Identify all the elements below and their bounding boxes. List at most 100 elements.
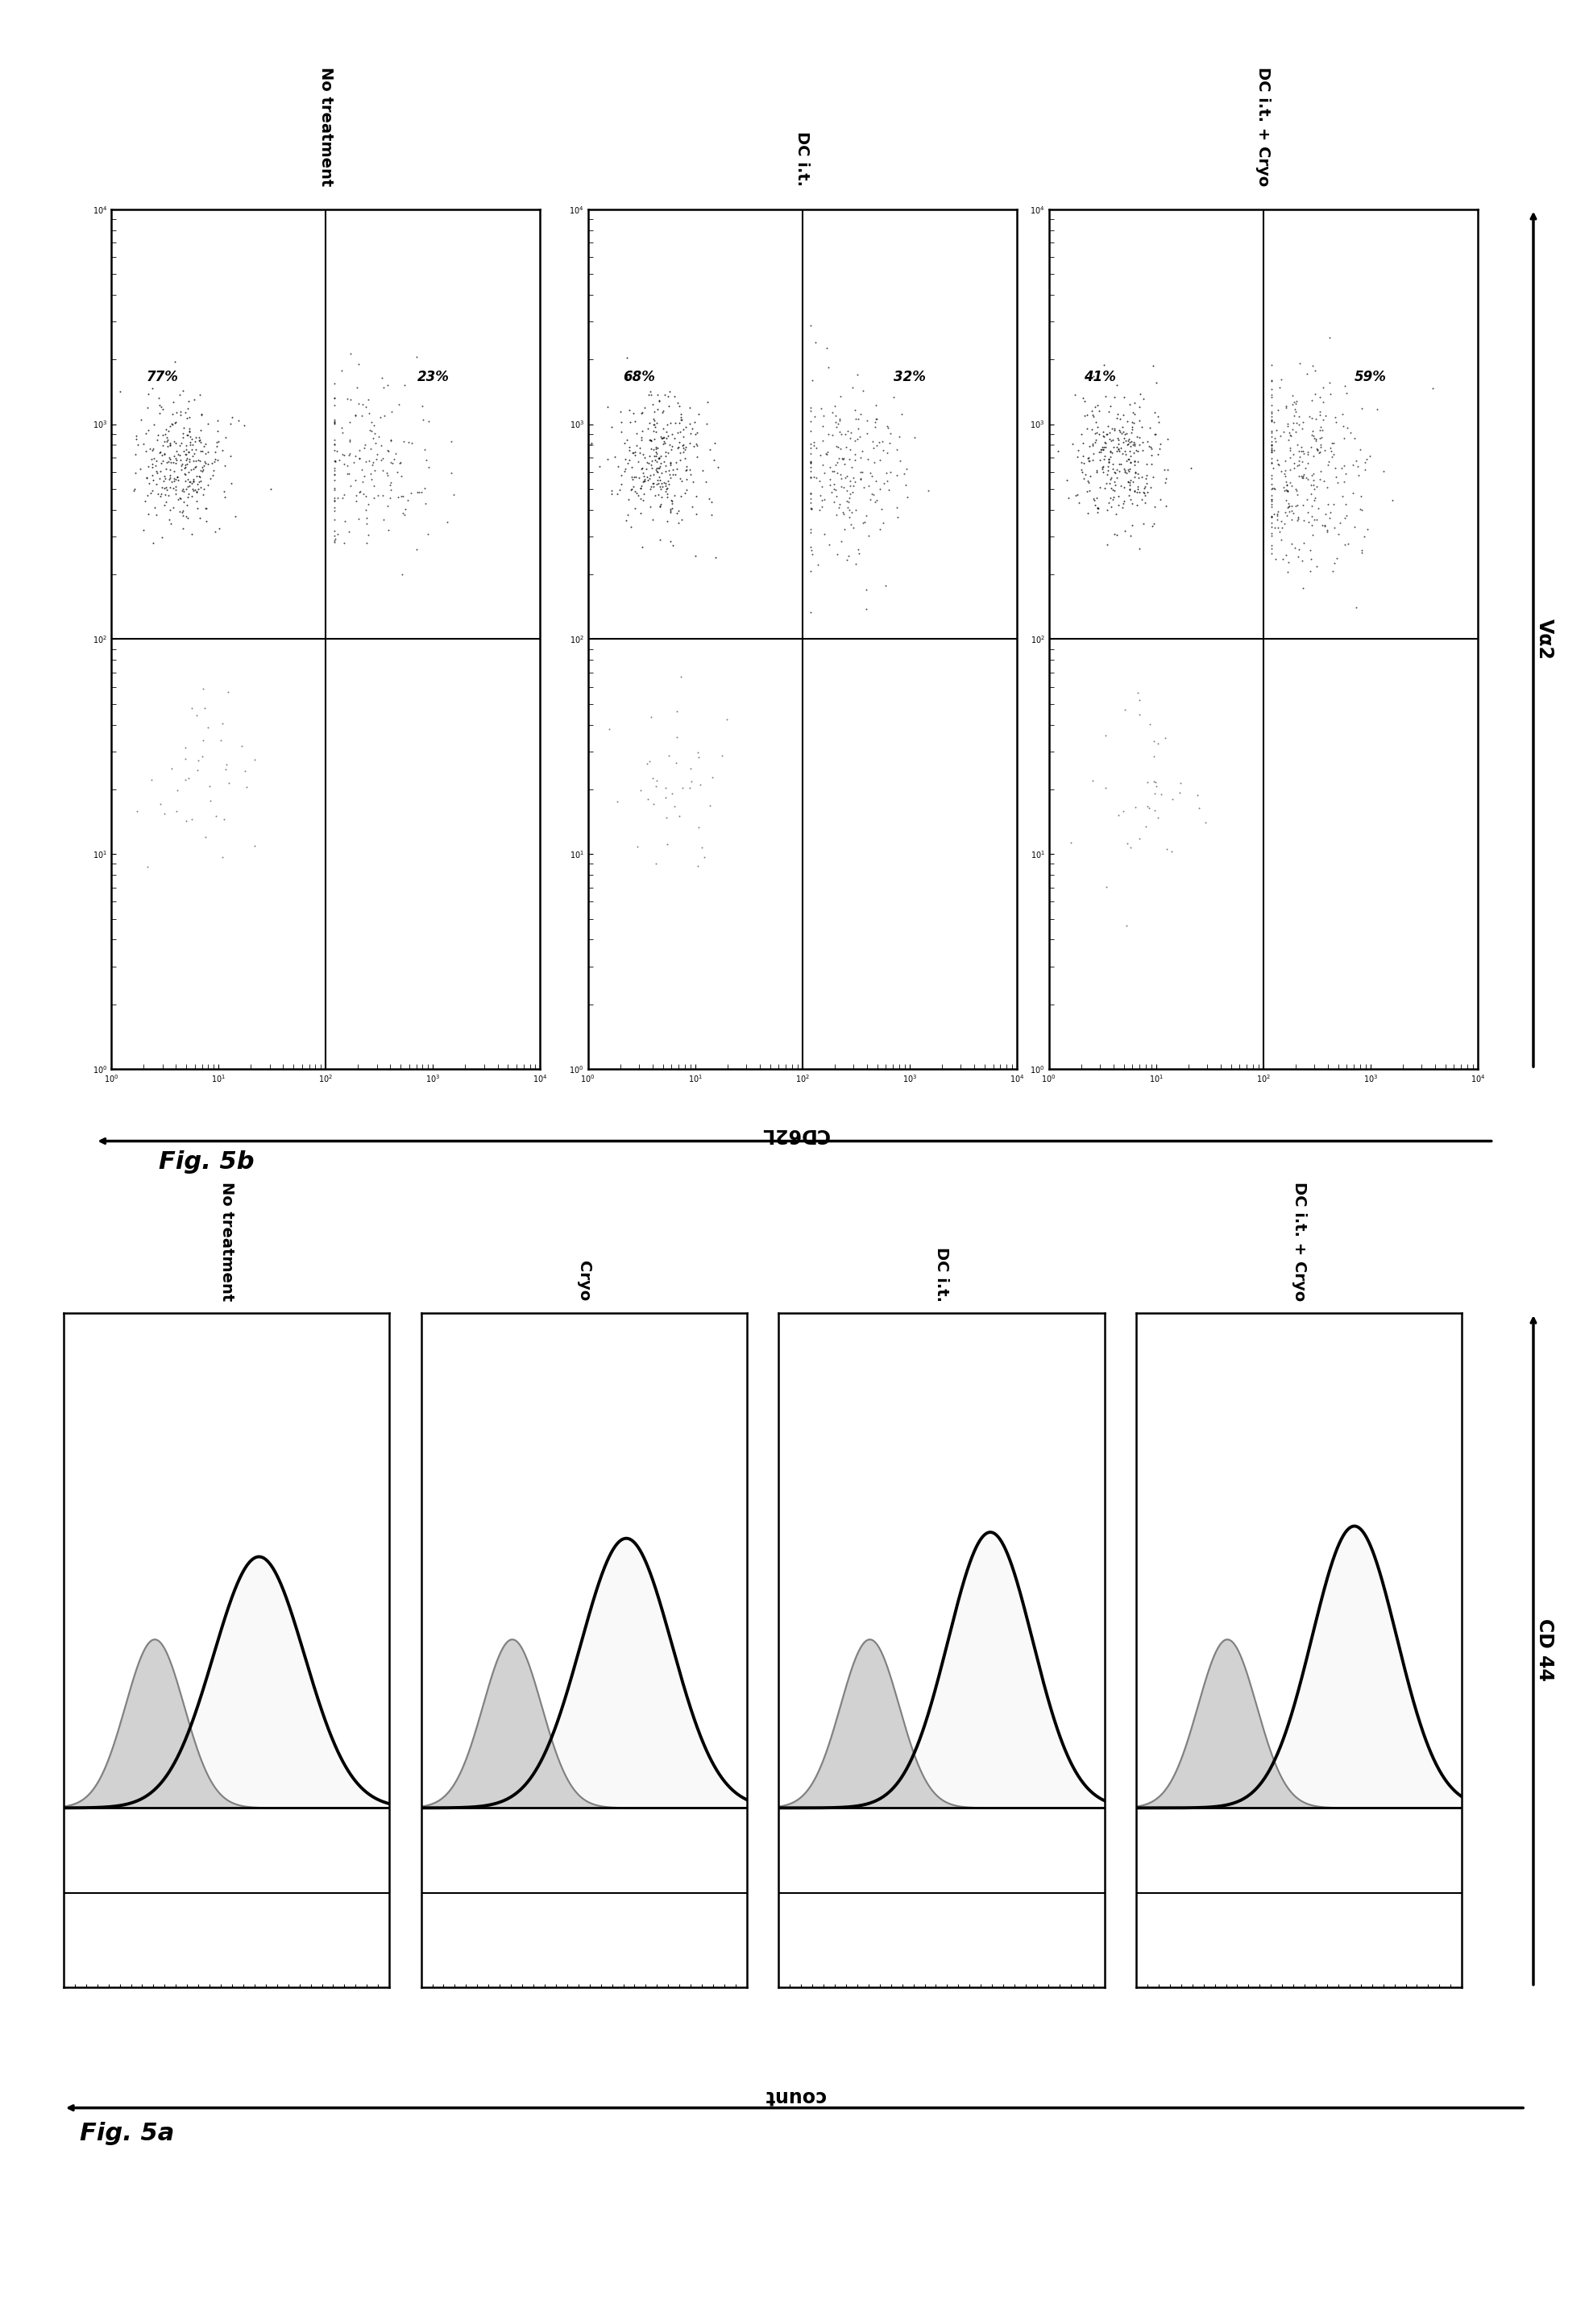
Point xyxy=(869,490,895,528)
Point xyxy=(1298,539,1324,576)
Point xyxy=(157,451,183,488)
Point xyxy=(176,414,202,451)
Point xyxy=(634,744,659,781)
Point xyxy=(825,444,850,481)
Point xyxy=(802,323,828,360)
Point xyxy=(810,397,836,435)
Point xyxy=(222,497,248,535)
Point xyxy=(655,469,680,507)
Point xyxy=(1317,493,1343,530)
Point xyxy=(353,388,378,425)
Point xyxy=(647,488,672,525)
Point xyxy=(1135,423,1160,460)
Point xyxy=(1357,437,1382,474)
Point xyxy=(153,469,178,507)
Point xyxy=(1262,509,1287,546)
Point xyxy=(1289,444,1314,481)
Point xyxy=(180,425,205,462)
Point xyxy=(385,453,410,490)
Point xyxy=(386,386,412,423)
Point xyxy=(1068,416,1093,453)
Point xyxy=(636,444,661,481)
Point xyxy=(321,456,346,493)
Point xyxy=(1076,495,1101,532)
Point xyxy=(1333,497,1359,535)
Point xyxy=(637,469,663,507)
Point xyxy=(189,397,215,435)
Point xyxy=(626,430,651,467)
Point xyxy=(1290,404,1316,442)
Point xyxy=(1096,393,1122,430)
Point xyxy=(1154,460,1179,497)
Point xyxy=(1139,507,1165,544)
Point xyxy=(1282,530,1308,567)
Point xyxy=(855,439,880,476)
Text: CD62L: CD62L xyxy=(761,1125,828,1143)
Point xyxy=(1273,451,1298,488)
Point xyxy=(361,467,386,504)
Point xyxy=(1311,383,1336,421)
Point xyxy=(189,449,215,486)
Point xyxy=(1319,432,1344,469)
Point xyxy=(799,490,825,528)
Point xyxy=(629,451,655,488)
Point xyxy=(1127,697,1152,734)
Point xyxy=(1066,483,1092,521)
Point xyxy=(1258,418,1284,456)
Point xyxy=(188,421,213,458)
Point xyxy=(213,418,238,456)
Point xyxy=(1090,428,1115,465)
Point xyxy=(1152,720,1177,758)
Point xyxy=(1095,490,1120,528)
Point xyxy=(812,453,837,490)
Point xyxy=(1092,469,1117,507)
Point xyxy=(849,439,874,476)
Point xyxy=(798,444,823,481)
Point xyxy=(129,402,154,439)
Point xyxy=(1278,432,1303,469)
Point xyxy=(1276,544,1301,581)
Point xyxy=(183,449,208,486)
Point xyxy=(858,474,883,511)
Point xyxy=(1303,400,1328,437)
Point xyxy=(324,516,350,553)
Point xyxy=(188,500,213,537)
Point xyxy=(162,460,188,497)
Point xyxy=(640,400,666,437)
Point xyxy=(634,458,659,495)
Point xyxy=(648,418,674,456)
Point xyxy=(191,451,216,488)
Point xyxy=(1349,532,1374,569)
Point xyxy=(369,360,394,397)
Point xyxy=(636,781,661,818)
Point xyxy=(1123,432,1149,469)
Point xyxy=(1292,435,1317,472)
Point xyxy=(893,467,918,504)
Point xyxy=(644,430,669,467)
Point xyxy=(207,511,232,548)
Point xyxy=(378,472,404,509)
Point xyxy=(599,476,624,514)
Point xyxy=(822,483,847,521)
Text: count: count xyxy=(764,2087,825,2106)
Point xyxy=(841,460,866,497)
Point xyxy=(1271,414,1297,451)
Point xyxy=(680,462,706,500)
Point xyxy=(396,423,421,460)
Point xyxy=(1311,462,1336,500)
Point xyxy=(1258,460,1284,497)
Point xyxy=(1117,442,1142,479)
Point xyxy=(194,502,219,539)
Point xyxy=(1120,462,1146,500)
Point xyxy=(804,430,829,467)
Point xyxy=(138,762,164,799)
Point xyxy=(1125,456,1150,493)
Point xyxy=(130,511,156,548)
Point xyxy=(159,504,184,541)
Point xyxy=(1096,442,1122,479)
Point xyxy=(1101,479,1127,516)
Point xyxy=(1117,451,1142,488)
Point xyxy=(1104,421,1130,458)
Point xyxy=(1141,346,1166,383)
Point xyxy=(1258,444,1284,481)
